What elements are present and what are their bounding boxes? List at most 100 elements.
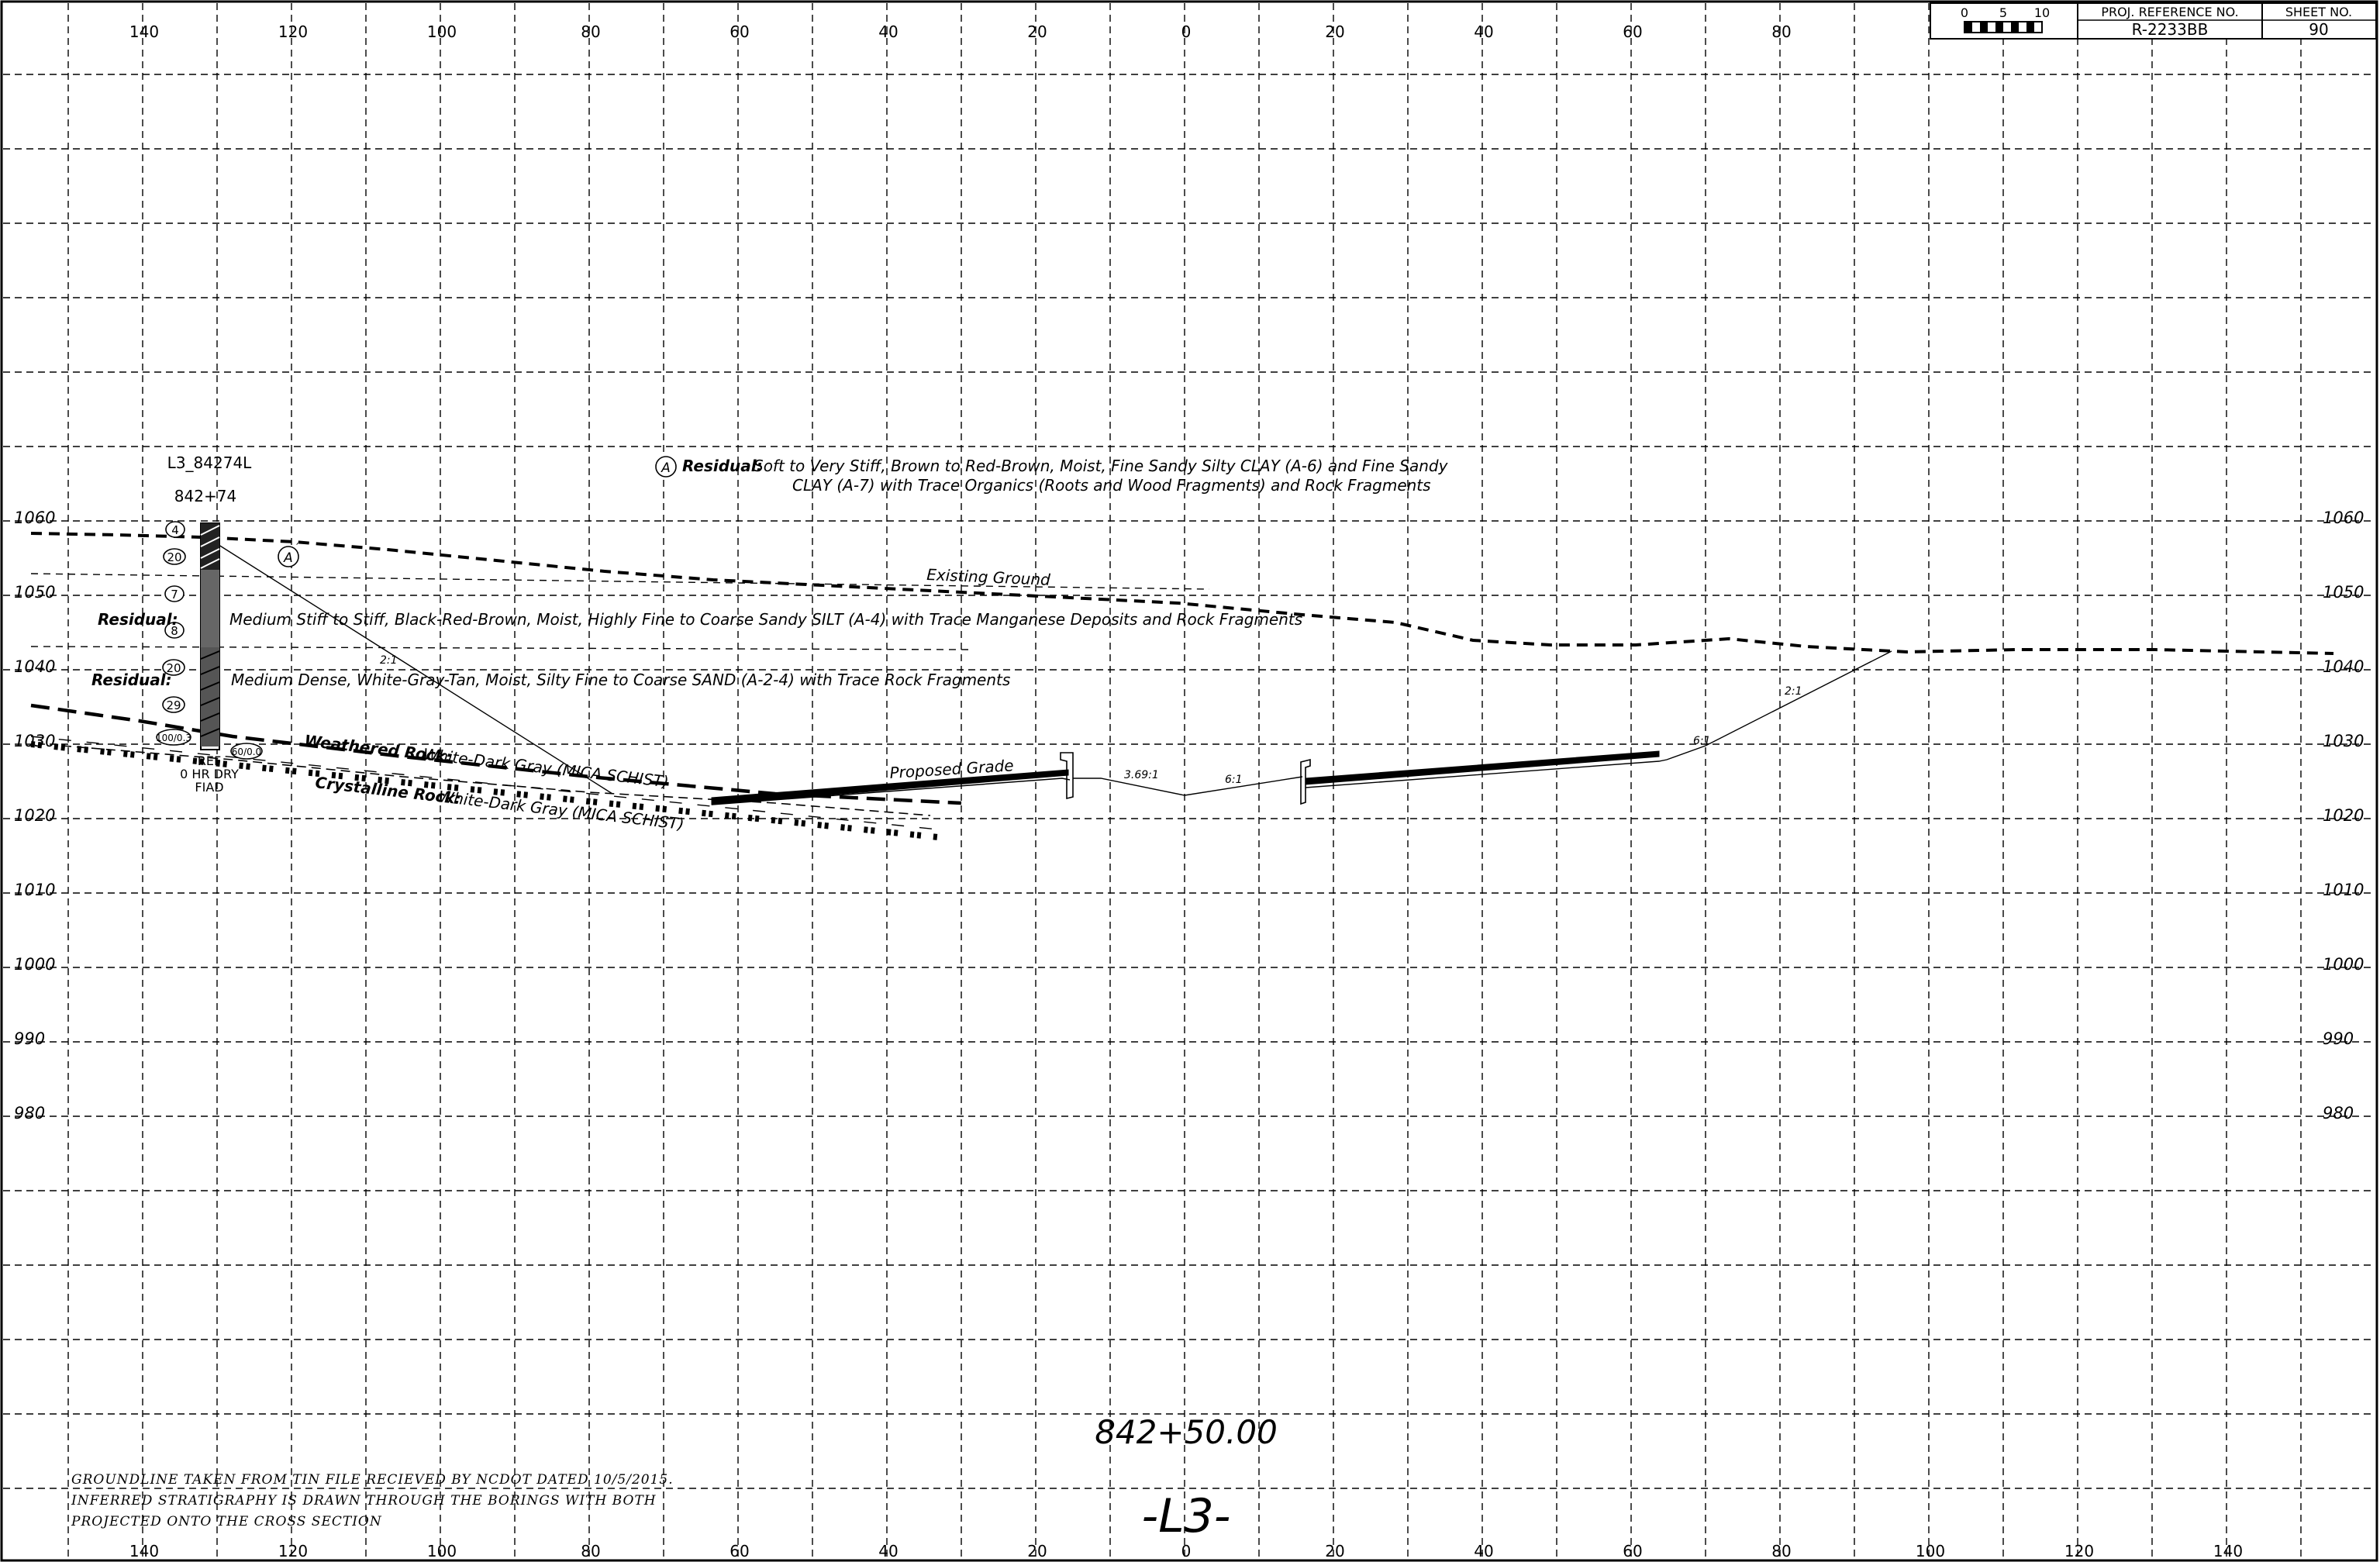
offset-label-bottom: 120 [278,1542,308,1560]
proj-ref-value: R-2233BB [2132,20,2209,39]
rock-hatch [30,736,939,840]
title-block: 0 5 10 PROJ. REFERENCE NO. R-2233BB SHEE… [1930,2,2377,40]
elevation-label-left: 1050 [14,583,55,602]
crystalline-rock-description: White-Dark Gray (MICA SCHIST) [437,787,685,833]
stratum-marker-a-prime: A ′ [278,542,299,567]
offset-label-top: 0 [1181,22,1192,41]
elevation-label-right: 1040 [2323,657,2364,676]
elevation-label-left: 1060 [14,509,55,527]
stratum-b-title: Residual: [98,610,178,629]
offset-axis-bottom: 140 120 100 80 60 40 20 0 20 40 60 80 100 120 140 [129,1542,2243,1560]
boring-log: L3_84274L 842+74 4 20 7 8 20 29 100/0.3 [156,453,263,795]
svg-text:20: 20 [167,550,181,564]
boring-station: 842+74 [174,487,236,505]
blow-count-100-0-3: 100/0.3 [156,729,191,746]
elevation-label-right: 1050 [2323,583,2364,602]
general-notes: GROUNDLINE TAKEN FROM TIN FILE RECIEVED … [71,1472,674,1529]
elevation-label-left: 1020 [14,806,55,825]
slope-label-left: 2:1 [380,654,398,667]
note-line-1: GROUNDLINE TAKEN FROM TIN FILE RECIEVED … [71,1472,674,1488]
offset-label-top: 100 [427,22,457,41]
offset-label-top: 20 [1027,22,1047,41]
offset-label-bottom: 0 [1181,1542,1192,1560]
offset-label-bottom: 60 [730,1542,749,1560]
offset-axis-top: 140 120 100 80 60 40 20 0 20 40 60 80 [129,22,1792,41]
elevation-label-left: 1000 [14,955,55,974]
cut-slope-right [1305,650,1892,788]
offset-label-top: 60 [730,22,749,41]
elevation-label-right: 1020 [2323,806,2364,825]
svg-text:29: 29 [166,698,181,712]
slope-label-right: 2:1 [1785,685,1802,698]
offset-label-top: 140 [129,22,159,41]
elevation-label-right: 990 [2323,1029,2354,1048]
svg-text:8: 8 [171,624,178,638]
offset-label-bottom: 80 [581,1542,600,1560]
scale-bar: 0 5 10 [1961,5,2050,33]
blow-count-8: 8 [164,622,185,639]
offset-label-bottom: 40 [1474,1542,1493,1560]
offset-label-top: 40 [878,22,898,41]
elevation-label-right: 1060 [2323,509,2364,527]
stratum-a-title: Residual: [682,457,763,475]
sheet-no-value: 90 [2309,20,2328,39]
elevation-axis-left: 1060 1050 1040 1030 1020 1010 1000 990 980 [14,509,55,1122]
boring-hatch-lower [200,650,220,737]
fiad-label: FIAD [195,780,223,795]
dashed-grid [3,3,2375,1560]
offset-label-bottom: 60 [1623,1542,1642,1560]
blow-count-refusal: 60/0.0 [230,743,263,760]
blow-count-20-lower: 20 [162,659,185,676]
svg-text:100/0.3: 100/0.3 [156,733,191,743]
boring-fill-middle [201,570,219,647]
elevation-label-right: 1030 [2323,732,2364,750]
svg-text:7: 7 [171,588,178,602]
slope-label-3-69: 3.69:1 [1124,769,1159,781]
note-line-3: PROJECTED ONTO THE CROSS SECTION [71,1514,382,1529]
svg-text:4: 4 [171,523,179,537]
elevation-axis-right: 1060 1050 1040 1030 1020 1010 1000 990 980 [2323,509,2364,1122]
elevation-label-left: 990 [14,1029,45,1048]
slope-label-6-1-a: 6:1 [1225,774,1243,786]
stratum-a-line2: CLAY (A-7) with Trace Organics (Roots an… [792,476,1431,495]
elevation-label-right: 1010 [2323,881,2364,899]
existing-ground-line [30,532,2334,655]
svg-text:20: 20 [166,661,181,675]
slope-label-6-1-b: 6:1 [1693,735,1711,747]
boring-fill-lower [201,647,219,747]
stratum-c-title: Residual: [91,671,172,689]
refusal-label: REF [198,753,221,768]
offset-label-top: 20 [1325,22,1344,41]
elevation-label-left: 1030 [14,732,55,750]
boring-id: L3_84274L [167,453,252,472]
offset-label-bottom: 20 [1325,1542,1344,1560]
cut-slope-left [201,533,613,795]
offset-label-bottom: 140 [129,1542,159,1560]
curb-left [1060,752,1074,800]
blow-count-7: 7 [164,585,185,602]
offset-label-top: 40 [1474,22,1493,41]
elevation-label-right: 980 [2323,1104,2354,1122]
proposed-grade [201,533,1892,805]
scale-label-0: 0 [1961,5,1968,20]
offset-label-top: 80 [1771,22,1791,41]
section-station: 842+50.00 [1095,1413,1278,1451]
elevation-label-right: 1000 [2323,955,2364,974]
svg-text:60/0.0: 60/0.0 [232,747,261,757]
pavement-right [1305,750,1660,785]
blow-count-29: 29 [162,696,185,713]
offset-label-top: 80 [581,22,600,41]
curb-right [1300,758,1311,805]
blow-count-4: 4 [165,521,185,538]
groundwater-label: 0 HR DRY [180,767,239,781]
pavement-left [711,769,1069,805]
elevation-label-left: 1040 [14,657,55,676]
alignment-label: -L3- [1142,1489,1231,1543]
offset-label-bottom: 100 [427,1542,457,1560]
offset-label-bottom: 100 [1916,1542,1945,1560]
svg-text:′: ′ [296,542,298,554]
sheet-no-header: SHEET NO. [2285,5,2352,19]
svg-text:A: A [661,460,671,476]
